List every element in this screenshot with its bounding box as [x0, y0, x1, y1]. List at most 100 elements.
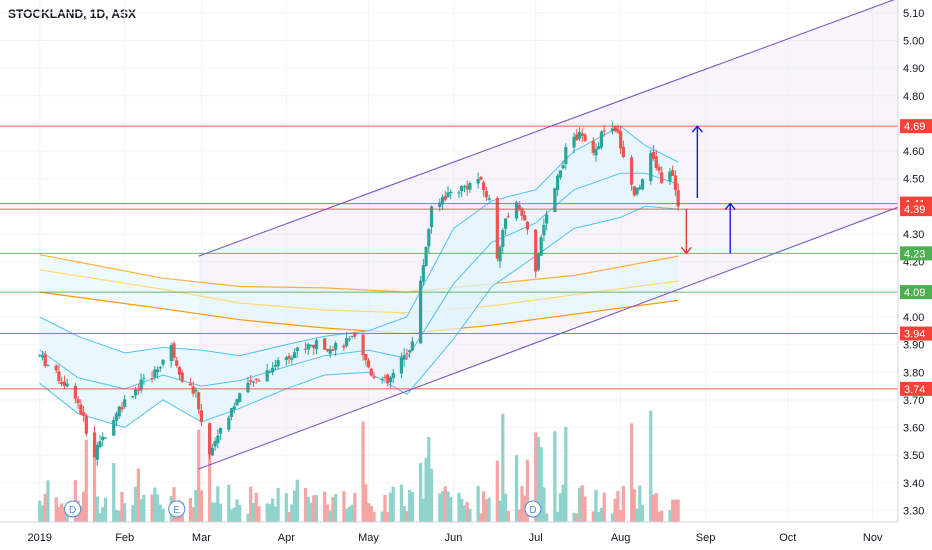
volume-bar [268, 504, 272, 522]
candle-body [229, 408, 234, 418]
candle-body [556, 175, 560, 190]
level-label: 4.39 [904, 204, 925, 216]
volume-bar [62, 506, 66, 522]
candle-body [635, 187, 639, 195]
candle-body [295, 347, 299, 352]
candle-body [306, 344, 310, 350]
volume-bar [443, 486, 447, 522]
candle-body [114, 413, 119, 421]
candle-body [334, 343, 338, 350]
volume-bar [353, 492, 357, 522]
candle-body [54, 365, 58, 371]
candle-body [577, 131, 582, 139]
level-label-bg [900, 326, 932, 341]
price-tick-label: 5.00 [903, 35, 924, 47]
candle-body [287, 355, 291, 359]
volume-bar [602, 492, 606, 522]
candle-body [342, 345, 346, 348]
candle-body [131, 396, 135, 398]
candle-body [597, 146, 601, 150]
volume-bar [476, 486, 480, 522]
volume-bar [57, 507, 61, 522]
candle-body [249, 380, 253, 382]
candle-body [408, 350, 412, 352]
candle-body [495, 197, 499, 259]
volume-bar [410, 492, 414, 522]
candle-body [503, 218, 508, 229]
price-tick-label: 3.60 [903, 423, 924, 435]
volume-bar [213, 502, 217, 522]
candlesticks [38, 121, 680, 466]
volume-bar [632, 489, 636, 522]
volume-bar [142, 494, 146, 522]
volume-bar [388, 492, 393, 522]
volume-bar [621, 485, 625, 522]
candle-body [254, 378, 258, 380]
volume-bar [238, 504, 242, 522]
volume-bar [506, 510, 510, 522]
candle-body [325, 348, 330, 351]
header-sep-1: , [83, 7, 90, 21]
volume-bar [155, 494, 160, 522]
candle-body [457, 192, 461, 194]
volume-bar [273, 506, 277, 522]
candle-body [534, 229, 538, 272]
price-axis[interactable]: 3.303.403.503.603.703.803.904.004.104.20… [897, 0, 932, 522]
volume-bar [613, 498, 617, 522]
volume-bar [249, 486, 253, 522]
volume-bar [534, 432, 538, 522]
volume-bar [525, 459, 530, 522]
volume-bar [254, 492, 258, 522]
candle-body [62, 381, 66, 386]
volume-bar [460, 498, 464, 522]
candle-body [238, 393, 242, 402]
level-label: 3.94 [904, 329, 925, 341]
candle-body [103, 437, 108, 439]
candle-body [654, 156, 658, 168]
volume-bar [103, 497, 108, 522]
candle-body [150, 378, 154, 380]
candle-body [479, 177, 483, 180]
candle-body [251, 381, 256, 383]
candle-body [276, 360, 280, 367]
candle-body [657, 166, 661, 171]
level-label: 4.09 [904, 287, 925, 299]
time-tick-label: Oct [779, 532, 796, 544]
symbol-name: STOCKLAND [8, 7, 84, 21]
volume-bar [188, 497, 193, 522]
projection-arrows [680, 125, 736, 255]
candle-body [583, 134, 587, 141]
candle-body [575, 134, 579, 141]
candle-body [542, 225, 546, 236]
volume-bar [654, 492, 658, 522]
volume-bar [323, 491, 327, 522]
candle-body [429, 206, 434, 228]
candle-body [465, 185, 469, 190]
volume-bar [295, 479, 299, 522]
time-tick-label: Sep [696, 532, 716, 544]
time-tick-label: 2019 [27, 532, 51, 544]
candle-body [602, 130, 606, 132]
volume-bar [136, 468, 140, 522]
arrow-head [691, 125, 703, 133]
channel-lines [198, 0, 932, 470]
candle-body [402, 355, 406, 360]
candle-body [660, 172, 664, 184]
ma-fast-line [39, 254, 679, 293]
candle-body [353, 333, 357, 337]
time-axis[interactable]: 2019 Feb Mar Apr May Jun Jul Aug Sep Oct Nov [0, 521, 932, 550]
candle-body [191, 386, 195, 394]
event-label: D [69, 505, 76, 516]
volume-bar [60, 503, 64, 522]
candle-body [257, 380, 261, 382]
volume-bar [405, 511, 409, 522]
candle-body [172, 343, 176, 359]
volume-bar [542, 487, 546, 522]
volume-bar [577, 487, 582, 522]
candle-body [561, 165, 565, 169]
candle-body [558, 170, 562, 178]
candle-body [383, 376, 387, 378]
volume-bar [536, 436, 541, 522]
